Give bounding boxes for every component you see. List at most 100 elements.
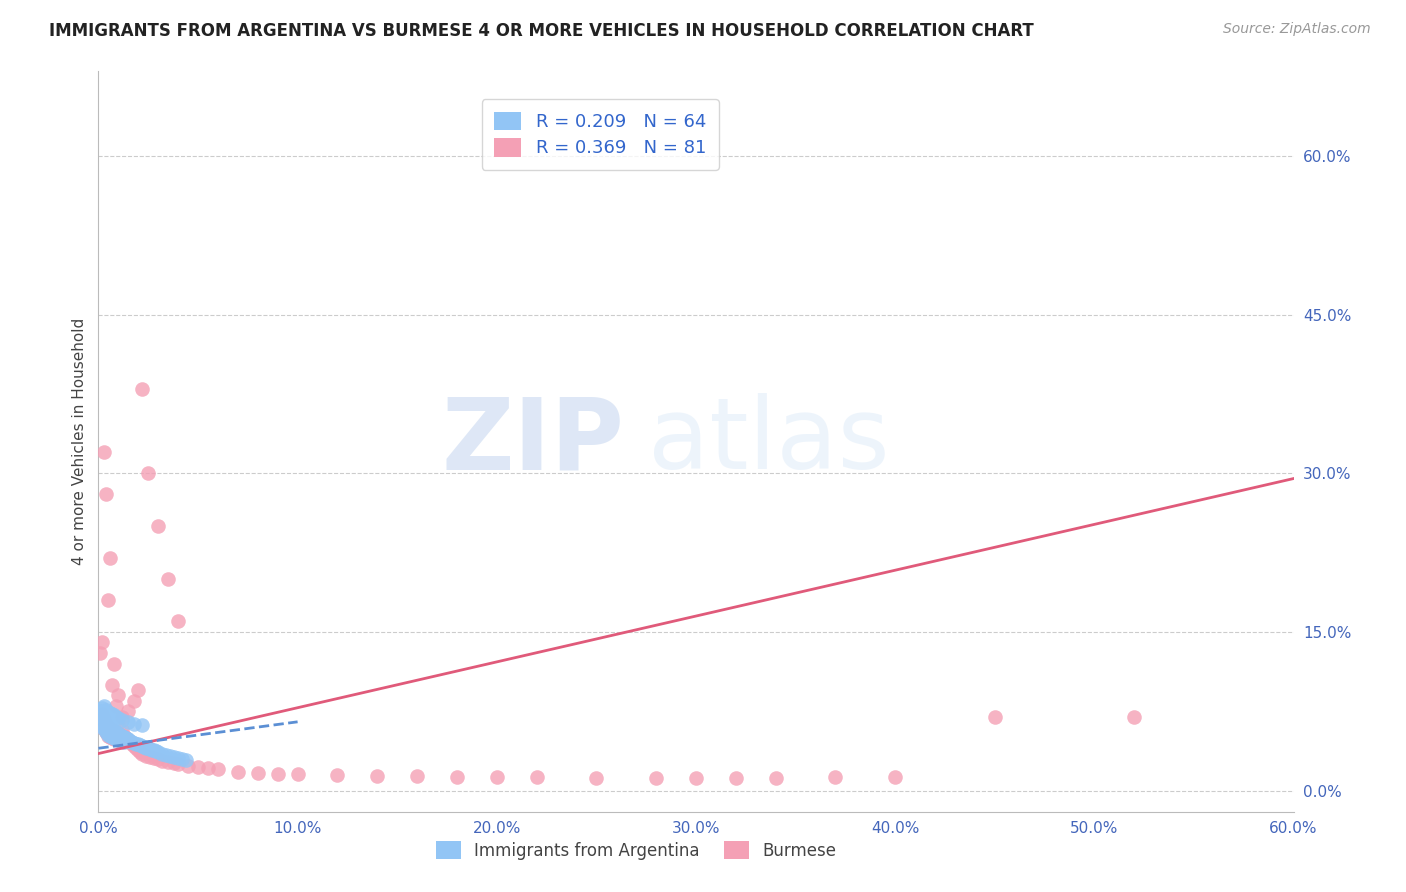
Point xyxy=(326,767,349,781)
Point xyxy=(157,755,180,769)
Point xyxy=(105,725,128,739)
Point xyxy=(103,724,125,739)
Point xyxy=(89,704,111,718)
Point xyxy=(765,771,787,785)
Point xyxy=(101,730,124,744)
Point xyxy=(98,723,122,737)
Point xyxy=(163,749,186,764)
Point xyxy=(93,698,115,713)
Point xyxy=(145,744,167,758)
Point xyxy=(111,734,134,748)
Point xyxy=(91,720,114,734)
Point xyxy=(131,739,153,753)
Point xyxy=(105,731,128,746)
Point xyxy=(93,723,115,737)
Point xyxy=(97,720,120,734)
Point xyxy=(127,683,149,698)
Point xyxy=(167,751,190,765)
Point xyxy=(1123,709,1146,723)
Point xyxy=(124,694,146,708)
Point xyxy=(103,657,125,671)
Point xyxy=(110,727,132,741)
Point xyxy=(526,770,548,784)
Point xyxy=(111,713,134,727)
Point xyxy=(98,550,122,565)
Point xyxy=(101,707,124,722)
Point xyxy=(103,731,125,746)
Point xyxy=(135,741,157,756)
Point xyxy=(89,646,111,660)
Point xyxy=(93,712,115,726)
Point xyxy=(107,726,129,740)
Point xyxy=(115,731,138,745)
Point xyxy=(103,731,125,745)
Point xyxy=(155,747,177,762)
Text: Source: ZipAtlas.com: Source: ZipAtlas.com xyxy=(1223,22,1371,37)
Point xyxy=(157,572,180,586)
Point xyxy=(824,770,846,784)
Point xyxy=(97,706,120,720)
Point xyxy=(207,763,229,777)
Point xyxy=(93,712,115,726)
Point xyxy=(124,736,146,750)
Point xyxy=(129,746,152,760)
Legend: Immigrants from Argentina, Burmese: Immigrants from Argentina, Burmese xyxy=(429,835,844,866)
Point xyxy=(105,709,128,723)
Point xyxy=(105,725,128,739)
Point xyxy=(91,707,114,722)
Point xyxy=(159,748,181,763)
Point xyxy=(177,759,200,773)
Point xyxy=(111,735,134,749)
Point xyxy=(96,703,118,717)
Point xyxy=(131,718,153,732)
Point xyxy=(98,730,122,744)
Point xyxy=(127,737,149,751)
Point xyxy=(167,615,190,629)
Point xyxy=(127,743,149,757)
Point xyxy=(197,761,219,775)
Point xyxy=(884,770,907,784)
Point xyxy=(117,731,139,746)
Point xyxy=(163,756,186,770)
Point xyxy=(124,739,146,753)
Point xyxy=(134,740,156,755)
Point xyxy=(93,445,115,459)
Point xyxy=(174,753,197,767)
Point xyxy=(117,714,139,729)
Text: ZIP: ZIP xyxy=(441,393,624,490)
Point xyxy=(124,717,146,731)
Point xyxy=(89,714,111,729)
Point xyxy=(131,382,153,396)
Point xyxy=(125,737,148,751)
Point xyxy=(139,742,162,756)
Point xyxy=(121,735,143,749)
Point xyxy=(107,726,129,740)
Point xyxy=(485,770,508,784)
Point xyxy=(143,751,166,765)
Point xyxy=(143,743,166,757)
Point xyxy=(150,754,173,768)
Point xyxy=(150,747,173,761)
Point xyxy=(136,467,159,481)
Point xyxy=(111,723,134,738)
Point xyxy=(96,725,118,739)
Point xyxy=(98,721,122,735)
Point xyxy=(287,766,309,780)
Point xyxy=(117,704,139,718)
Point xyxy=(101,731,124,745)
Point xyxy=(112,729,135,743)
Point xyxy=(724,771,747,785)
Point xyxy=(112,735,135,749)
Point xyxy=(96,725,118,739)
Point xyxy=(135,748,157,763)
Point xyxy=(107,732,129,747)
Point xyxy=(112,730,135,744)
Point xyxy=(103,724,125,739)
Point xyxy=(107,732,129,747)
Point xyxy=(446,770,468,784)
Point xyxy=(101,723,124,737)
Point xyxy=(121,737,143,751)
Point xyxy=(111,729,134,743)
Point xyxy=(129,738,152,752)
Point xyxy=(101,723,124,738)
